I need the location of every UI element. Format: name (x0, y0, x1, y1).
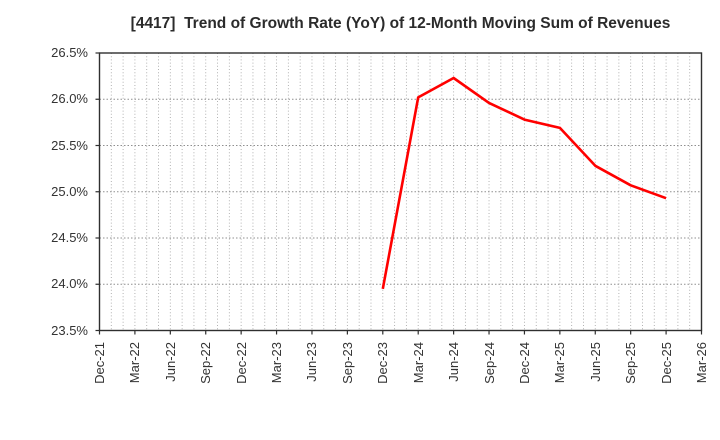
x-tick-label: Mar-24 (410, 342, 426, 384)
x-tick-label: Dec-25 (658, 342, 674, 384)
x-tick-label: Jun-24 (446, 342, 462, 382)
x-tick-label: Mar-23 (269, 342, 285, 384)
y-tick-label: 25.5% (51, 137, 88, 153)
y-tick-label: 24.0% (51, 276, 88, 292)
x-tick-label: Sep-22 (198, 342, 214, 384)
y-tick-label: 23.5% (51, 322, 88, 338)
x-tick-label: Mar-25 (552, 342, 568, 384)
x-tick-label: Sep-25 (623, 342, 639, 384)
x-tick-label: Dec-23 (375, 342, 391, 384)
x-tick-label: Jun-25 (587, 342, 603, 382)
x-tick-label: Dec-22 (233, 342, 249, 384)
x-tick-label: Sep-23 (339, 342, 355, 384)
x-tick-label: Dec-24 (516, 342, 532, 384)
y-tick-label: 25.0% (51, 183, 88, 199)
x-tick-label: Mar-26 (694, 342, 709, 384)
x-tick-label: Jun-22 (162, 342, 178, 382)
growth-rate-line (381, 76, 667, 290)
y-tick-label: 26.0% (51, 91, 88, 107)
x-tick-label: Dec-21 (92, 342, 107, 384)
y-tick-label: 24.5% (51, 230, 88, 245)
x-tick-label: Mar-22 (127, 342, 143, 384)
chart-title: [4417] Trend of Growth Rate (YoY) of 12-… (130, 15, 671, 32)
x-tick-label: Jun-23 (304, 342, 320, 382)
y-tick-label: 26.5% (51, 45, 88, 60)
x-tick-label: Sep-24 (481, 342, 497, 384)
